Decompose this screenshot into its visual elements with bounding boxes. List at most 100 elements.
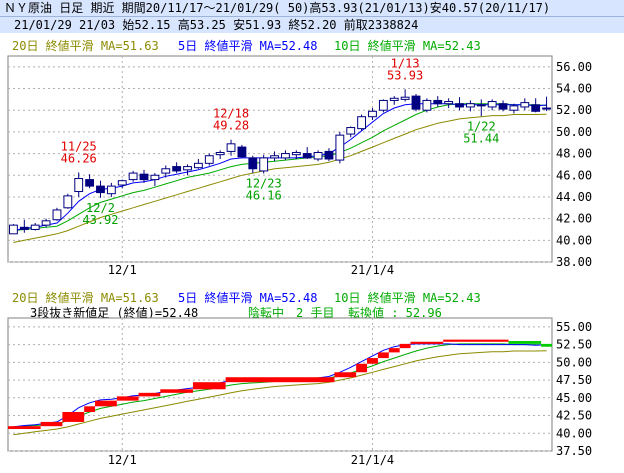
candle-body	[389, 97, 399, 101]
top-plot-frame	[7, 55, 553, 263]
candlestick-panel: 56.00 54.00 52.00 50.00 48.00 46.00 44.00 42.00…	[7, 55, 592, 277]
candle-body	[281, 153, 290, 159]
candle-body	[313, 151, 323, 160]
candle-body	[248, 157, 258, 170]
top-y-tick-label: 54.00	[556, 82, 592, 96]
candle-body	[400, 96, 410, 100]
new-price-brick	[399, 343, 411, 349]
annotation-value: 53.93	[387, 68, 423, 82]
new-price-brick	[410, 341, 444, 344]
annotation-date: 12/2	[86, 201, 115, 215]
top-y-tick-label: 48.00	[556, 147, 592, 161]
top-y-tick-label: 44.00	[556, 190, 592, 204]
legend-ma10: 10日 終値平滑 MA=52.43	[334, 39, 481, 53]
candle-body	[433, 99, 443, 105]
bottom-y-tick-label: 45.00	[556, 391, 592, 405]
candle-body	[63, 195, 73, 209]
new-price-brick	[388, 348, 400, 353]
candle-body	[509, 105, 519, 111]
new-price-brick	[356, 363, 368, 373]
candle-body	[19, 226, 29, 230]
top-x-tick-label: 12/1	[108, 263, 137, 277]
annotation-value: 46.26	[61, 151, 97, 165]
ohlc-bar: 21/01/29 21/03 始52.15 高53.25 安51.93 終52.…	[0, 17, 624, 33]
annotation-date: 11/25	[61, 139, 97, 153]
ma20-line	[13, 113, 547, 243]
candle-body	[96, 185, 105, 194]
bottom-y-tick-label: 55.00	[556, 320, 592, 334]
candle-body	[183, 166, 192, 171]
reversal-value: 転換値 : 52.96	[348, 306, 442, 320]
bottom-x-tick-label: 12/1	[108, 453, 137, 467]
legend-ma5-bottom: 5日 終値平滑 MA=52.48	[178, 291, 318, 305]
candle-body	[411, 95, 421, 110]
candle-body	[259, 157, 269, 172]
candle-body	[117, 180, 127, 186]
candle-body	[324, 150, 334, 160]
top-y-tick-label: 56.00	[556, 60, 592, 74]
candle-body	[531, 104, 541, 112]
candle-body	[106, 185, 116, 195]
new-price-brick	[40, 421, 63, 427]
candle-body	[204, 155, 214, 164]
bottom-y-tick-label: 50.00	[556, 355, 592, 369]
candle-body	[444, 101, 454, 105]
top-y-tick-label: 42.00	[556, 212, 592, 226]
annotation-value: 49.28	[213, 119, 249, 133]
legend-ma20: 20日 終値平滑 MA=51.63	[12, 39, 159, 53]
candle-body	[455, 103, 464, 108]
candle-body	[237, 146, 247, 158]
bottom-y-tick-label: 40.00	[556, 426, 592, 440]
annotation-value: 43.92	[82, 213, 118, 227]
candle-body	[215, 151, 225, 156]
step-count: 2 手目	[296, 306, 335, 320]
new-price-brick	[160, 389, 193, 393]
top-y-tick-label: 52.00	[556, 103, 592, 117]
top-y-tick-label: 50.00	[556, 125, 592, 139]
new-price-bar-panel: 55.00 52.50 50.00 47.50 45.00 42.50 40.00 37.50…	[7, 317, 592, 467]
top-y-tick-label: 46.00	[556, 168, 592, 182]
annotation-value: 46.16	[246, 189, 282, 203]
candle-body	[487, 101, 497, 108]
candle-body	[30, 224, 40, 230]
new-price-brick	[95, 400, 117, 407]
candle-body	[302, 153, 312, 159]
top-x-tick-label: 21/1/4	[351, 263, 394, 277]
candle-body	[346, 127, 356, 135]
annotation-date: 12/23	[246, 177, 282, 191]
bottom-y-tick-label: 47.50	[556, 373, 592, 387]
candle-body	[335, 134, 345, 161]
new-price-brick	[377, 352, 389, 359]
new-price-brick	[367, 358, 378, 364]
new-price-brick	[116, 396, 139, 401]
annotation-date: 1/13	[391, 56, 420, 70]
new-price-brick	[541, 343, 552, 347]
candle-body	[52, 209, 62, 221]
new-price-brick	[84, 406, 96, 412]
title-bar: ＮＹ原油 日足 期近 期間20/11/17～21/01/29( 50)高53.9…	[0, 0, 624, 17]
candle-body	[378, 99, 388, 111]
new-price-bar-value: 3段抜き新値足 (終値)=52.48	[30, 306, 199, 320]
ohlc-readout: 21/01/29 21/03 始52.15 高53.25 安51.93 終52.…	[14, 18, 419, 32]
candle-body	[85, 179, 95, 187]
bottom-x-tick-label: 21/1/4	[351, 453, 394, 467]
bottom-plot-frame	[7, 317, 553, 452]
annotation-value: 51.44	[463, 131, 499, 145]
legend-ma20-bottom: 20日 終値平滑 MA=51.63	[12, 291, 159, 305]
chart-title: ＮＹ原油 日足 期近 期間20/11/17～21/01/29( 50)高53.9…	[4, 1, 551, 15]
candle-body	[476, 104, 486, 107]
annotation-date: 12/18	[213, 107, 249, 121]
candle-body	[172, 166, 182, 172]
candle-body	[465, 103, 475, 108]
candle-body	[422, 99, 432, 111]
candle-body	[41, 220, 51, 226]
candle-body	[357, 116, 367, 130]
legend-ma10-bottom: 10日 終値平滑 MA=52.43	[334, 291, 481, 305]
candle-body	[128, 172, 138, 181]
new-price-brick	[138, 392, 161, 397]
new-price-brick	[8, 426, 41, 430]
candle-body	[498, 103, 508, 110]
new-price-brick	[192, 382, 226, 390]
new-price-brick	[62, 411, 85, 422]
